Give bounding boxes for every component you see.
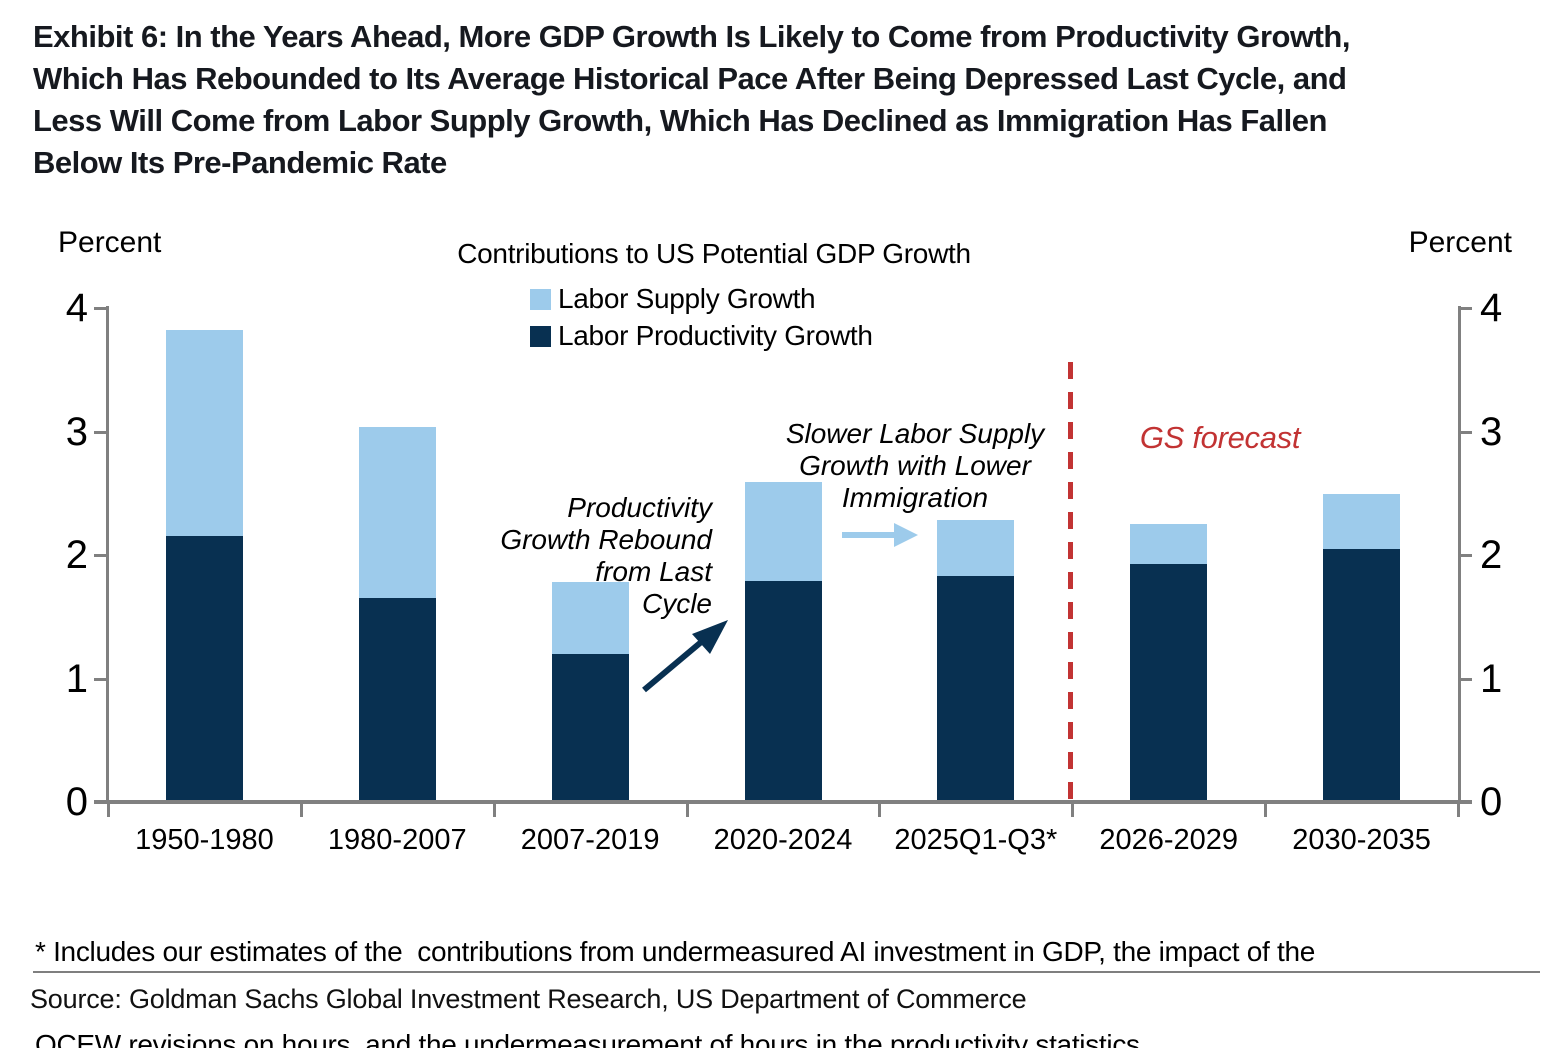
x-axis-category-label: 2026-2029 <box>1099 824 1239 856</box>
legend: Labor Supply Growth Labor Productivity G… <box>530 283 873 359</box>
y-axis-tick-label-right: 1 <box>1480 656 1503 701</box>
x-axis-category-label: 2007-2019 <box>520 824 660 856</box>
exhibit-title-line: Less Will Come from Labor Supply Growth,… <box>33 103 1327 138</box>
y-axis-label-left: Percent <box>58 226 162 259</box>
y-axis-tick-left <box>94 430 107 434</box>
bar-segment-productivity <box>165 536 243 802</box>
y-axis-tick-label-left: 2 <box>65 533 88 577</box>
bar-segment-labor-supply <box>1323 494 1401 549</box>
y-axis-tick-left <box>94 554 107 557</box>
bar-segment-productivity <box>937 575 1015 802</box>
y-axis-tick-label-left: 1 <box>65 656 88 701</box>
exhibit-title-line: Exhibit 6: In the Years Ahead, More GDP … <box>33 19 1350 54</box>
divider-rule <box>33 971 1540 973</box>
exhibit-title: Exhibit 6: In the Years Ahead, More GDP … <box>33 16 1533 184</box>
y-axis-tick-label-left: 3 <box>65 409 88 454</box>
x-axis-boundary-tick <box>878 802 882 817</box>
annotation-line: Cycle <box>641 588 712 619</box>
x-axis-line <box>94 800 1472 804</box>
y-axis-tick-right <box>1459 307 1472 310</box>
bar-segment-labor-supply <box>744 482 822 581</box>
annotation-labor-supply-slowdown: Slower Labor Supply Growth with Lower Im… <box>765 418 1065 514</box>
footnote-line: * Includes our estimates of the contribu… <box>35 936 1315 967</box>
chart-title: Contributions to US Potential GDP Growth <box>457 238 971 269</box>
annotation-line: from Last <box>595 556 712 587</box>
y-axis-tick-left <box>94 801 107 804</box>
y-axis-line-left <box>106 306 109 803</box>
legend-label-productivity: Labor Productivity Growth <box>558 320 873 351</box>
legend-swatch-productivity-icon <box>530 325 551 347</box>
y-axis-tick-left <box>94 307 107 310</box>
legend-item-labor-supply: Labor Supply Growth <box>530 283 873 314</box>
bar-segment-productivity <box>744 580 822 802</box>
bar-segment-productivity <box>1323 548 1401 802</box>
x-axis-category-label: 2030-2035 <box>1292 824 1431 856</box>
x-axis-boundary-tick <box>1457 802 1460 817</box>
productivity-rebound-arrow-icon <box>642 620 728 693</box>
legend-item-productivity: Labor Productivity Growth <box>530 320 873 351</box>
x-axis-category-label: 2020-2024 <box>713 824 853 856</box>
annotation-line: Growth Rebound <box>500 524 712 555</box>
y-axis-tick-left <box>94 677 107 681</box>
x-axis-boundary-tick <box>107 802 110 817</box>
y-axis-tick-label-right: 2 <box>1480 533 1503 577</box>
x-axis-category-label: 1980-2007 <box>327 824 467 856</box>
y-axis-tick-right <box>1459 430 1472 434</box>
y-axis-tick-right <box>1459 554 1472 557</box>
bar-segment-productivity <box>1130 563 1208 802</box>
bar-segment-labor-supply <box>937 520 1015 576</box>
annotation-line: Productivity <box>567 492 712 523</box>
y-axis-tick-label-left: 4 <box>65 286 88 330</box>
y-axis-tick-label-right: 4 <box>1480 286 1503 330</box>
exhibit-title-line: Below Its Pre-Pandemic Rate <box>33 145 447 180</box>
bar-segment-labor-supply <box>1130 524 1208 564</box>
x-axis-category-label: 2025Q1-Q3* <box>894 824 1058 856</box>
bar-segment-labor-supply <box>165 330 243 537</box>
footnote-line: QCEW revisions on hours, and the underme… <box>35 1029 1148 1048</box>
x-axis-boundary-tick <box>492 802 496 817</box>
annotation-line: Immigration <box>841 482 989 513</box>
annotation-line: Growth with Lower <box>799 450 1031 481</box>
bar-segment-labor-supply <box>358 426 436 599</box>
labor-supply-slowdown-arrow-icon <box>842 523 918 547</box>
y-axis-tick-right <box>1459 677 1472 681</box>
x-axis-boundary-tick <box>1071 802 1075 817</box>
footnote: * Includes our estimates of the contribu… <box>35 874 1520 1048</box>
x-axis-boundary-tick <box>299 802 303 817</box>
forecast-divider-line <box>1068 362 1073 802</box>
x-axis-boundary-tick <box>1264 802 1268 817</box>
y-axis-tick-label-right: 3 <box>1480 409 1503 454</box>
legend-label-labor-supply: Labor Supply Growth <box>558 283 816 314</box>
x-axis-category-label: 1950-1980 <box>135 824 274 856</box>
bar-segment-productivity <box>551 653 629 802</box>
annotation-productivity-rebound: Productivity Growth Rebound from Last Cy… <box>462 492 712 620</box>
y-axis-tick-right <box>1459 801 1472 804</box>
exhibit-title-line: Which Has Rebounded to Its Average Histo… <box>33 61 1347 96</box>
x-axis-boundary-tick <box>685 802 689 817</box>
bar-segment-productivity <box>358 598 436 802</box>
bar-segment-labor-supply <box>551 582 629 654</box>
y-axis-label-right: Percent <box>1408 226 1512 259</box>
legend-swatch-labor-supply-icon <box>530 288 551 310</box>
y-axis-tick-label-right: 0 <box>1480 780 1503 824</box>
y-axis-tick-label-left: 0 <box>65 780 88 824</box>
gs-forecast-label: GS forecast <box>1139 420 1301 455</box>
source-line: Source: Goldman Sachs Global Investment … <box>30 984 1027 1014</box>
annotation-line: Slower Labor Supply <box>785 418 1045 449</box>
